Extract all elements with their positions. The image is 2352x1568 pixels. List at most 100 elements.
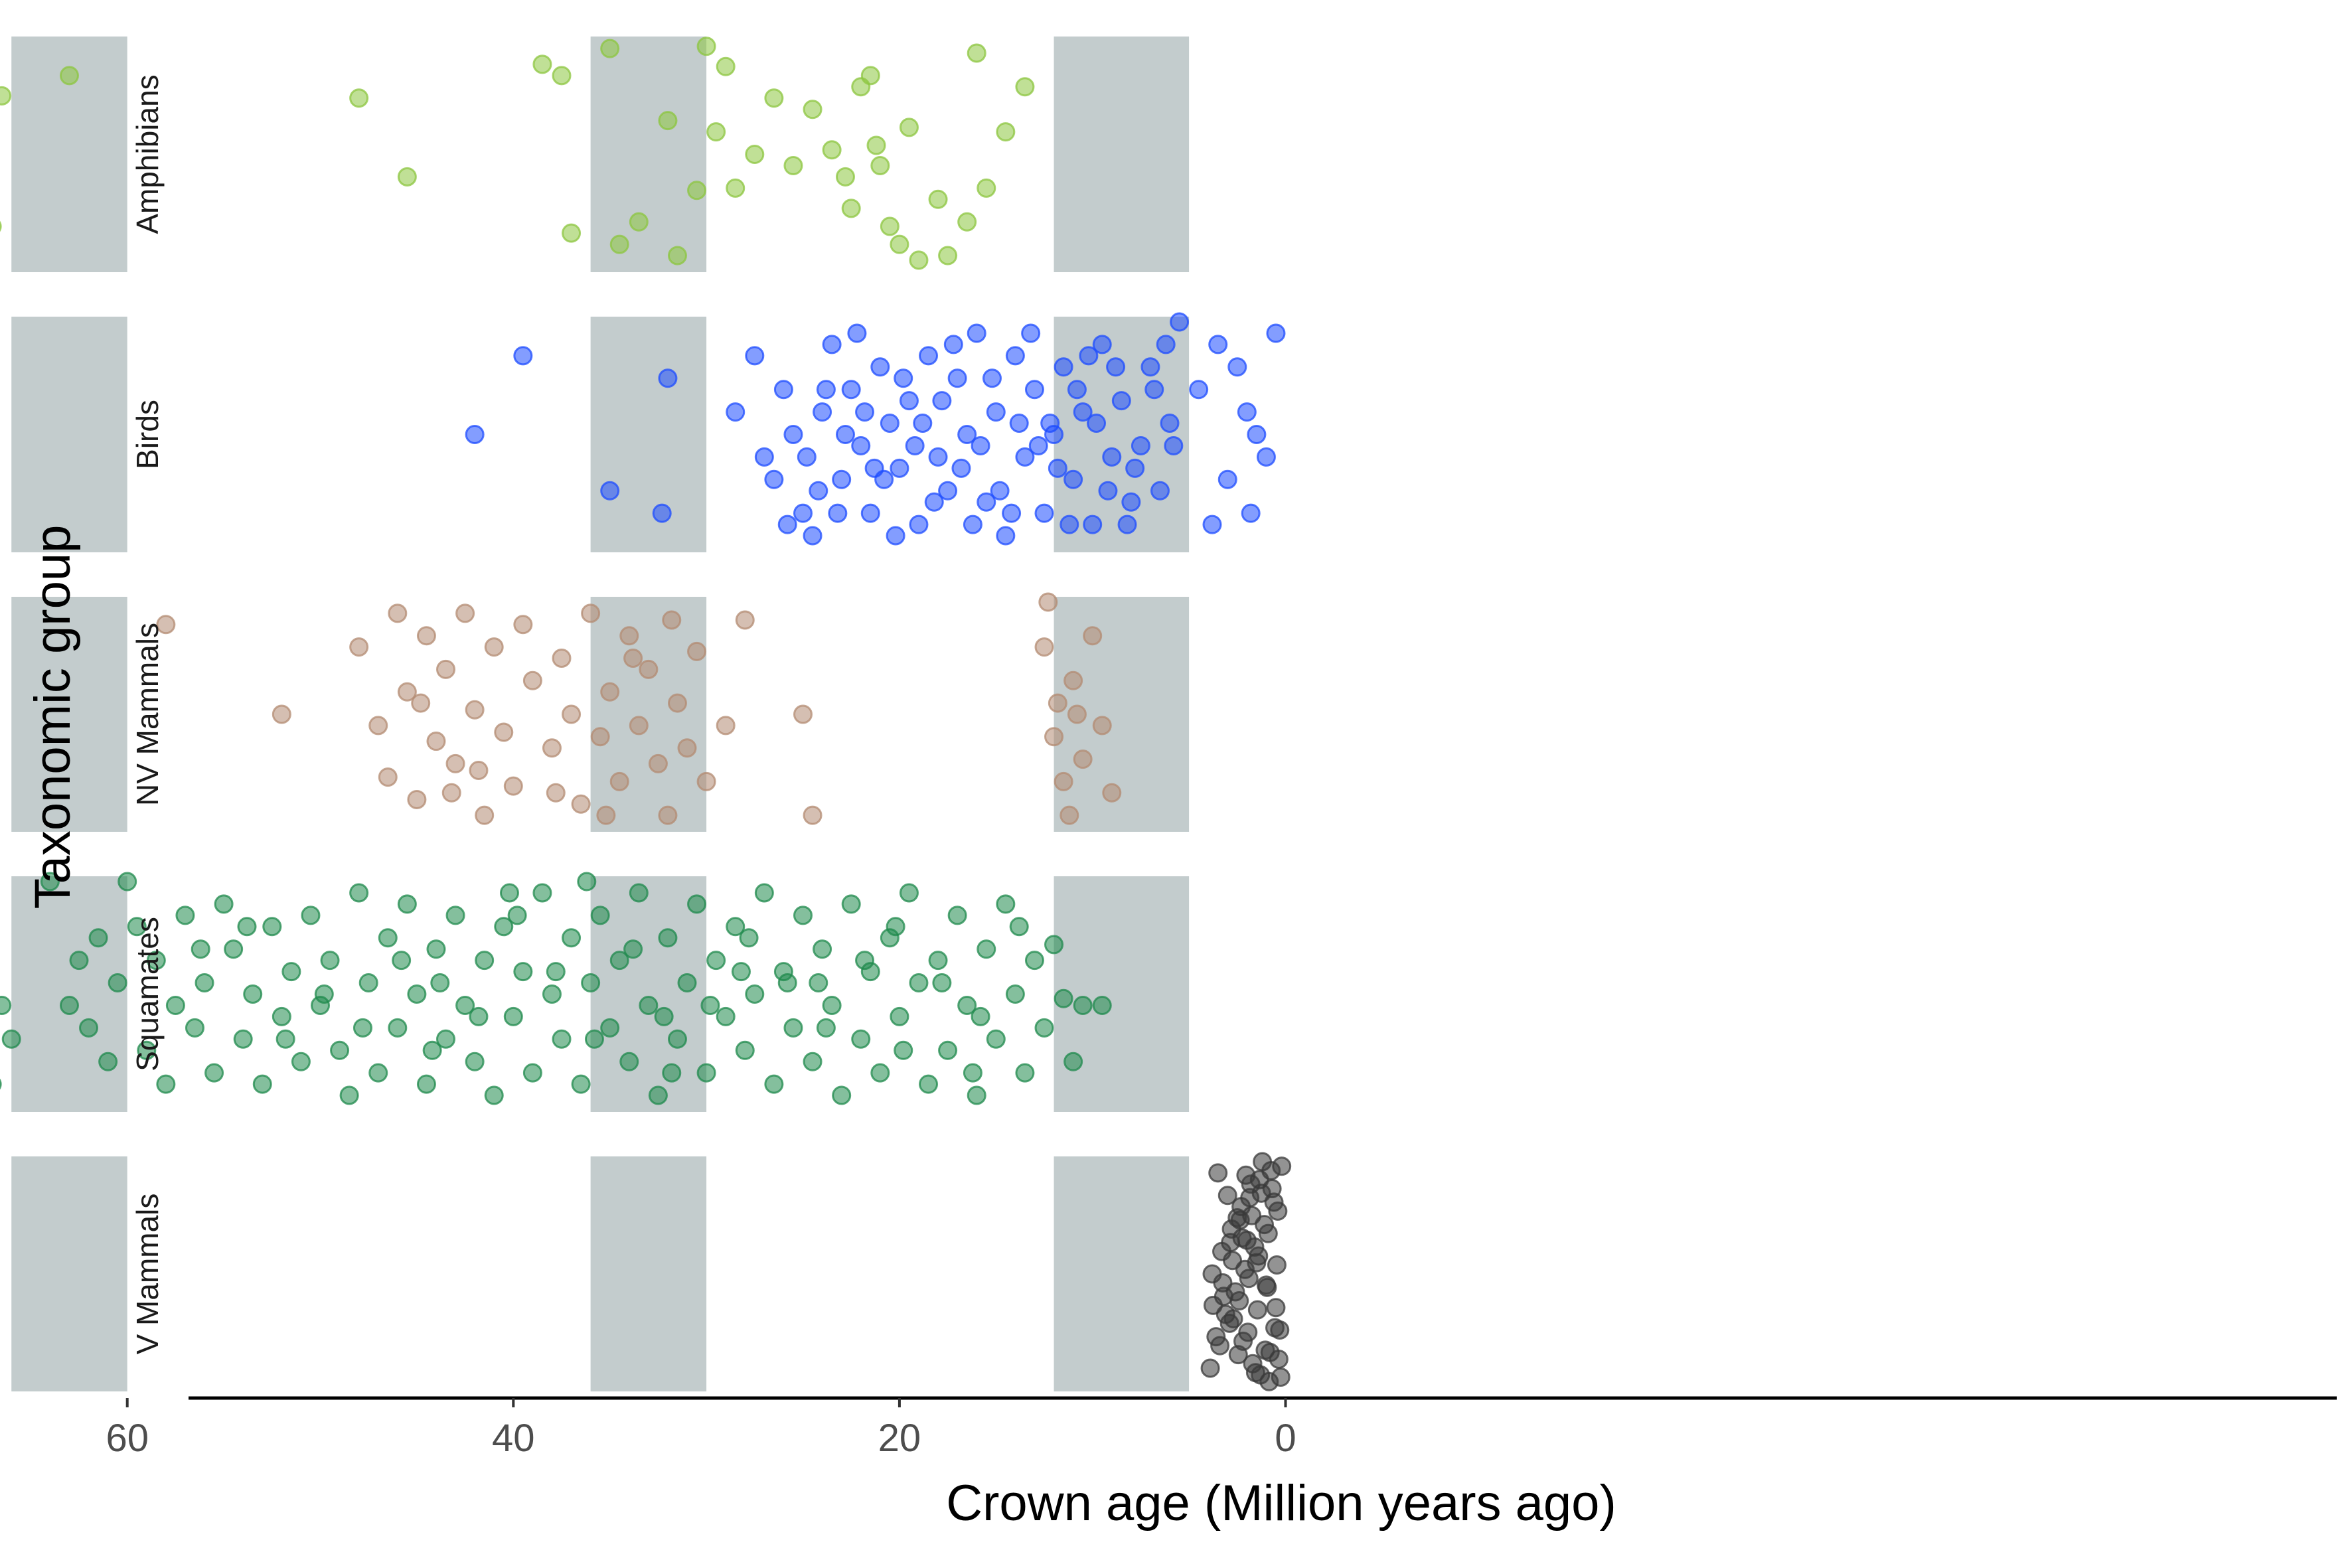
- point-amphibians-53: [841, 198, 861, 218]
- point-birds-30: [986, 402, 1006, 422]
- point-birds-74: [1067, 380, 1087, 400]
- point-squamates-37: [291, 1052, 311, 1071]
- point-squamates-92: [822, 995, 842, 1015]
- point-birds-61: [816, 380, 836, 400]
- point-birds-95: [1117, 514, 1137, 534]
- point-nv-mammals-41: [1034, 637, 1054, 657]
- point-squamates-109: [986, 1029, 1006, 1049]
- point-v-mammals-51: [1242, 1206, 1262, 1225]
- point-birds-97: [773, 380, 793, 400]
- point-birds-90: [809, 481, 828, 501]
- point-squamates-10: [0, 995, 12, 1015]
- point-amphibians-35: [532, 54, 552, 74]
- point-amphibians-58: [890, 234, 909, 254]
- point-nv-mammals-17: [503, 776, 523, 796]
- point-birds-41: [1092, 335, 1112, 354]
- point-birds-60: [797, 447, 817, 467]
- point-nv-mammals-44: [1054, 771, 1073, 791]
- point-birds-5: [726, 402, 745, 422]
- point-squamates-60: [513, 962, 533, 982]
- point-nv-mammals-50: [1038, 592, 1058, 612]
- point-amphibians-32: [59, 66, 79, 86]
- point-squamates-149: [963, 1063, 982, 1083]
- point-squamates-56: [475, 951, 495, 971]
- point-nv-mammals-26: [600, 682, 620, 702]
- point-amphibians-67: [1015, 77, 1035, 97]
- point-birds-72: [1028, 435, 1048, 455]
- point-squamates-110: [996, 894, 1016, 914]
- point-squamates-114: [1034, 1018, 1054, 1038]
- series-squamates: [0, 872, 1112, 1105]
- point-squamates-31: [233, 1029, 253, 1049]
- point-squamates-26: [185, 1018, 204, 1038]
- point-squamates-130: [584, 1029, 604, 1049]
- point-squamates-99: [890, 1006, 909, 1026]
- point-squamates-62: [532, 883, 552, 903]
- point-squamates-113: [1024, 951, 1044, 971]
- point-nv-mammals-40: [803, 805, 823, 825]
- x-axis-title: Crown age (Million years ago): [946, 1475, 1616, 1531]
- point-v-mammals-58: [1245, 1363, 1265, 1383]
- point-squamates-119: [1063, 1052, 1083, 1071]
- group-label-amphibians: Amphibians: [130, 74, 165, 234]
- point-squamates-85: [754, 883, 774, 903]
- point-v-mammals-0: [1208, 1163, 1228, 1183]
- point-nv-mammals-27: [609, 771, 629, 791]
- point-nv-mammals-32: [658, 805, 678, 825]
- point-birds-58: [1202, 514, 1222, 534]
- point-squamates-82: [726, 917, 745, 937]
- point-squamates-9: [0, 1078, 2, 1090]
- point-squamates-72: [629, 883, 649, 903]
- point-nv-mammals-24: [581, 603, 601, 623]
- point-birds-49: [1170, 312, 1190, 332]
- point-squamates-132: [662, 1063, 682, 1083]
- point-birds-3: [658, 368, 678, 388]
- point-nv-mammals-52: [1067, 704, 1087, 724]
- point-nv-mammals-31: [648, 753, 668, 773]
- point-nv-mammals-48: [1092, 716, 1112, 736]
- point-squamates-86: [764, 1074, 784, 1094]
- point-birds-27: [957, 425, 977, 444]
- point-birds-53: [1227, 357, 1247, 377]
- point-birds-37: [1054, 357, 1073, 377]
- point-nv-mammals-4: [378, 767, 398, 787]
- point-birds-87: [905, 435, 925, 455]
- point-squamates-144: [577, 872, 597, 892]
- point-squamates-91: [813, 939, 832, 959]
- point-v-mammals-50: [1251, 1183, 1271, 1203]
- point-birds-13: [822, 335, 842, 354]
- point-nv-mammals-13: [465, 700, 485, 720]
- point-nv-mammals-22: [562, 704, 582, 724]
- point-amphibians-50: [783, 155, 803, 175]
- point-birds-2: [600, 481, 620, 501]
- point-birds-65: [894, 368, 913, 388]
- point-amphibians-43: [687, 181, 707, 200]
- point-squamates-23: [156, 1074, 176, 1094]
- point-birds-71: [1009, 414, 1029, 433]
- point-nv-mammals-29: [629, 716, 649, 736]
- point-squamates-111: [1005, 984, 1025, 1004]
- point-birds-15: [841, 380, 861, 400]
- shaded-interval-squamates-0: [11, 876, 127, 1112]
- point-nv-mammals-2: [349, 637, 369, 657]
- point-squamates-105: [947, 905, 967, 925]
- point-birds-78: [1144, 380, 1164, 400]
- point-squamates-108: [977, 939, 996, 959]
- point-birds-89: [1040, 414, 1060, 433]
- point-squamates-128: [507, 905, 527, 925]
- point-squamates-20: [127, 917, 147, 937]
- point-squamates-36: [281, 962, 301, 982]
- point-birds-9: [783, 425, 803, 444]
- point-nv-mammals-6: [397, 682, 417, 702]
- shaded-interval-v-mammals-0: [11, 1156, 127, 1391]
- point-squamates-97: [870, 1063, 890, 1083]
- point-amphibians-36: [552, 66, 572, 86]
- point-squamates-71: [619, 1052, 639, 1071]
- point-squamates-95: [851, 1029, 871, 1049]
- point-squamates-133: [700, 995, 720, 1015]
- point-birds-4: [652, 503, 672, 523]
- point-nv-mammals-3: [368, 716, 388, 736]
- point-birds-34: [1024, 380, 1044, 400]
- point-birds-67: [932, 391, 952, 411]
- shaded-interval-amphibians-1: [590, 37, 707, 272]
